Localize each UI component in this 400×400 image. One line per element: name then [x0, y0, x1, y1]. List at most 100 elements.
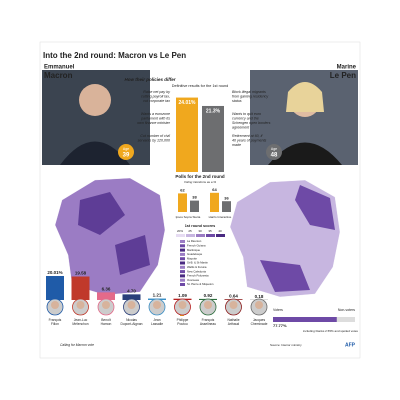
candidate-value: 20.01%: [47, 270, 62, 275]
policy: Block illegal migrants from gaining resid…: [232, 90, 268, 103]
macron-map-dark: [78, 192, 150, 275]
lepen-suit: [268, 142, 342, 165]
candidate-bar: [71, 276, 90, 300]
turnout-note: including blanks 2.55% and spoiled votes: [303, 329, 358, 333]
territory: French Polynesia: [187, 274, 209, 278]
last-name: Le Pen: [330, 71, 356, 80]
candidate-face: [127, 301, 136, 309]
policies-heading: How their policies differ: [125, 77, 176, 82]
territory-swatch: [180, 261, 185, 265]
territory: Martinique: [187, 248, 201, 252]
poll-value: 62: [180, 187, 185, 192]
turnout-bar: [273, 317, 337, 322]
territory: Mayotte: [187, 256, 197, 260]
candidate-face: [153, 301, 161, 309]
candidate-value: 0.92: [204, 293, 213, 298]
first-round-bar: [176, 97, 198, 172]
nonvoters-label: Non-voters: [338, 308, 355, 312]
policy: Wants to quit euro currency and the Scheng…: [232, 112, 271, 130]
candidate-name: François Asselineau: [200, 318, 216, 326]
lepen-map-dark: [260, 185, 335, 292]
territory-swatch: [180, 270, 185, 274]
territory-swatch: [180, 252, 185, 256]
candidate-name: Philippe Poutou: [177, 318, 189, 326]
first-round-bar: [202, 105, 224, 172]
candidate-name: Jean Lassalle: [151, 318, 163, 326]
candidate-value: 19.58: [75, 271, 87, 276]
legend-swatch: [216, 234, 225, 237]
territory: Wallis & Futuna: [187, 265, 207, 269]
poll-bar: [222, 201, 231, 212]
candidate-face: [204, 301, 212, 309]
candidate-value: 4.70: [127, 289, 136, 294]
candidate-face: [51, 301, 59, 309]
credit: AFP: [345, 342, 356, 348]
first-round-heading: Definitive results for the 1st round: [172, 84, 229, 88]
candidate-face: [102, 301, 110, 309]
territory-swatch: [180, 244, 185, 248]
candidate-face: [255, 301, 263, 309]
territory: St. Pierre & Miquelon: [187, 282, 214, 286]
lepen-hair: [286, 82, 324, 112]
age-badge: [266, 144, 282, 160]
candidate-bar: [46, 275, 64, 300]
source: Source: Interior ministry: [270, 343, 302, 347]
legend-tick: 30: [198, 229, 202, 233]
first-name: Emmanuel: [44, 65, 75, 71]
territory-swatch: [180, 274, 185, 278]
polls-subheading: Voting intentions as a %: [184, 180, 216, 184]
candidate-name: Jacques Cheminade: [251, 318, 268, 326]
candidate-name: Nicolas Dupont-Aignan: [121, 318, 143, 326]
first-round-label: 21.3%: [206, 108, 221, 114]
pollster: Harris Interactive: [209, 215, 232, 219]
territory: La Réunion: [187, 239, 202, 243]
candidate-bar: [97, 292, 115, 300]
polls-heading: Polls for the 2nd round: [175, 174, 225, 179]
territory: French Guiana: [187, 244, 206, 248]
poll-bar: [178, 193, 187, 212]
poll-value: 64: [212, 187, 217, 192]
policy: Raise net pay by cutting payroll tax, cut …: [141, 90, 170, 103]
policy: Retirement at 60, if 40 years of payments…: [232, 134, 267, 147]
territory-swatch: [180, 278, 185, 282]
first-round-label: 24.01%: [179, 100, 197, 106]
candidate-face: [178, 301, 187, 309]
poll-bar: [210, 192, 219, 212]
legend-tick: 25: [188, 229, 192, 233]
territory: New Caledonia: [187, 269, 206, 273]
legend-swatch: [186, 234, 195, 237]
territory-swatch: [180, 248, 185, 252]
policy: Wants a eurozone parliament with its own f…: [137, 112, 171, 125]
pollster: Ipsos Sopra Steria: [176, 215, 201, 219]
note: Calling for Macron vote: [60, 343, 94, 347]
candidate-face: [229, 301, 238, 309]
legend-tick: 40: [218, 229, 222, 233]
territory-swatch: [180, 257, 185, 261]
turnout-label: 77.77%: [273, 323, 287, 328]
legend-tick: 20%: [177, 229, 183, 233]
territory-swatch: [180, 240, 185, 243]
legend-tick: 35: [208, 229, 212, 233]
macron-suit: [60, 141, 130, 165]
candidate-name: Nathalie Arthaud: [227, 318, 239, 326]
legend-swatch: [176, 234, 185, 237]
legend-swatch: [196, 234, 205, 237]
candidate-value: 6.36: [102, 287, 111, 292]
age-label: Age: [123, 147, 129, 151]
candidate-name: Benoît Hamon: [101, 318, 112, 326]
voters-label: Voters: [273, 308, 283, 312]
territory: St-B. & St-Martin: [187, 261, 208, 265]
candidate-value: 0.64: [229, 293, 238, 298]
candidate-bar: [122, 294, 141, 300]
last-name: Macron: [44, 71, 73, 80]
macron-face: [79, 84, 111, 116]
candidate-value: 1.09: [178, 293, 187, 298]
age-value: 39: [123, 153, 130, 159]
poll-bar: [190, 200, 199, 212]
first-name: Marine: [337, 65, 357, 71]
age-badge: [118, 144, 134, 160]
age-value: 48: [271, 153, 278, 159]
age-label: Age: [271, 147, 277, 151]
